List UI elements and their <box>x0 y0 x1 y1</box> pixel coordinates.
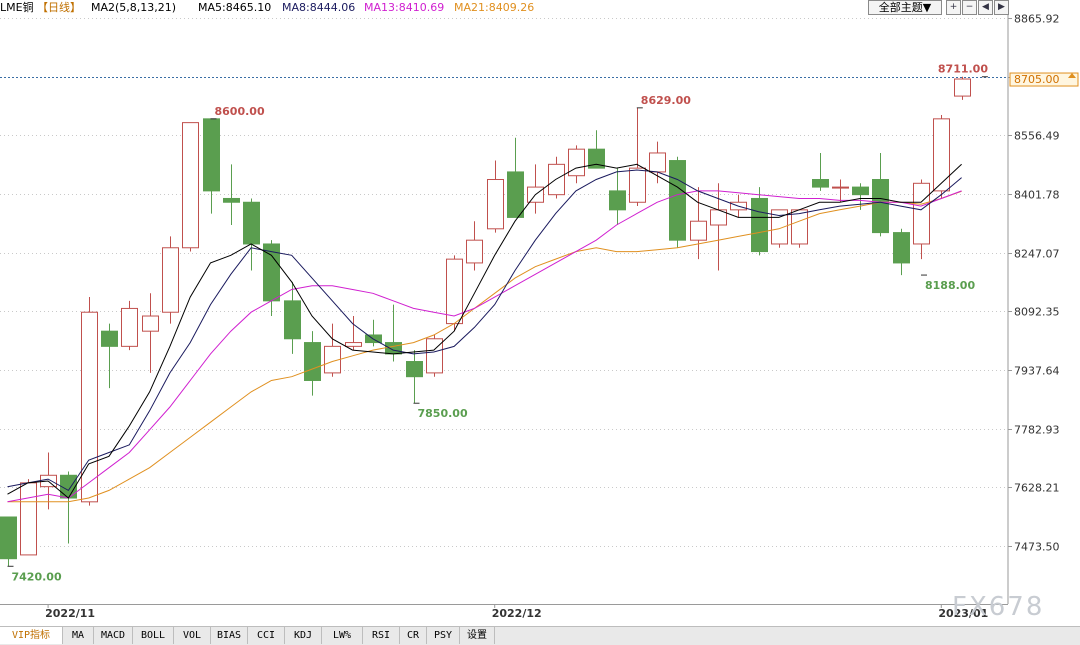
candle-body <box>203 118 220 192</box>
candle-body <box>832 186 849 189</box>
tab-2[interactable]: MACD <box>94 627 133 644</box>
ma-params-label: MA2(5,8,13,21) <box>91 1 177 14</box>
candle-body <box>629 167 646 203</box>
candle-body <box>588 148 605 169</box>
y-tick-label: 7628.21 <box>1014 482 1060 495</box>
candle-body <box>791 209 808 245</box>
candle-body <box>609 190 626 211</box>
period-label: 【日线】 <box>37 1 81 14</box>
candle-body <box>385 342 402 355</box>
indicator-header: LME铜 【日线】 MA2(5,8,13,21) MA5:8465.10 MA8… <box>0 0 1008 16</box>
candle-body <box>0 516 17 560</box>
tab-1[interactable]: MA <box>63 627 94 644</box>
candle-body <box>913 182 930 245</box>
zoom-out-icon[interactable]: − <box>962 0 977 15</box>
y-tick-label: 8247.07 <box>1014 248 1060 261</box>
tab-12[interactable]: 设置 <box>460 627 495 644</box>
indicator-tab-bar: VIP指标 MA MACD BOLL VOL BIAS CCI KDJ LW% RSI CR PSY 设… <box>0 626 1080 645</box>
price-annotation: 7420.00 <box>12 570 62 583</box>
candle-body <box>182 122 199 249</box>
last-price-tag <box>1009 72 1079 87</box>
candle-body <box>933 118 950 192</box>
candle-body <box>852 186 869 196</box>
ma13-line <box>7 190 962 503</box>
price-annotation: 8600.00 <box>215 105 265 118</box>
candle-body <box>20 482 37 556</box>
ma8-line <box>7 169 962 492</box>
y-tick-label: 7937.64 <box>1014 365 1060 378</box>
candle-body <box>507 171 524 218</box>
candle-body <box>812 179 829 188</box>
candle-body <box>162 247 179 313</box>
ma13-readout: MA13:8410.69 <box>364 1 445 14</box>
zoom-in-icon[interactable]: + <box>946 0 961 15</box>
candle-body <box>872 179 889 234</box>
ma5-readout: MA5:8465.10 <box>198 1 272 14</box>
candle-body <box>121 307 138 347</box>
candle-body <box>345 342 362 347</box>
x-tick-label: 2022/12 <box>492 607 542 620</box>
candle-body <box>243 201 260 245</box>
candle-body <box>690 220 707 241</box>
tab-0[interactable]: VIP指标 <box>0 627 63 644</box>
price-annotation: 8711.00 <box>938 63 988 76</box>
candle-body <box>142 315 159 332</box>
tab-6[interactable]: CCI <box>248 627 285 644</box>
candle-body <box>893 232 910 264</box>
candle-body <box>406 361 423 378</box>
last-price-label: 8705.00 <box>1014 73 1060 86</box>
up-arrow-icon <box>1068 73 1076 78</box>
tab-5[interactable]: BIAS <box>211 627 248 644</box>
candle-body <box>487 179 504 230</box>
candle-body <box>60 474 77 499</box>
candle-body <box>954 78 971 97</box>
ma21-readout: MA21:8409.26 <box>454 1 535 14</box>
symbol-name: LME铜 <box>0 1 34 14</box>
y-tick-label: 7473.50 <box>1014 541 1060 554</box>
y-tick-label: 8865.92 <box>1014 13 1060 26</box>
ma8-readout: MA8:8444.06 <box>282 1 356 14</box>
price-annotation: 7850.00 <box>418 407 468 420</box>
candlestick-chart[interactable]: 8865.928711.218556.498401.788247.078092.… <box>0 0 1080 626</box>
y-tick-label: 7782.93 <box>1014 424 1060 437</box>
x-tick-label: 2022/11 <box>45 607 95 620</box>
fast-forward-icon[interactable]: ▶ <box>994 0 1009 15</box>
rewind-icon[interactable]: ◀ <box>978 0 993 15</box>
price-annotation: 8188.00 <box>925 279 975 292</box>
y-tick-label: 8092.35 <box>1014 306 1060 319</box>
candle-body <box>669 160 686 241</box>
candle-body <box>568 148 585 177</box>
tab-7[interactable]: KDJ <box>285 627 322 644</box>
candle-body <box>81 311 98 503</box>
tab-8[interactable]: LW% <box>322 627 363 644</box>
tab-3[interactable]: BOLL <box>133 627 174 644</box>
candle-body <box>223 197 240 203</box>
candle-body <box>771 209 788 245</box>
candle-body <box>101 330 118 347</box>
price-annotation: 8629.00 <box>641 94 691 107</box>
y-tick-label: 8556.49 <box>1014 130 1060 143</box>
ma21-line <box>7 190 962 503</box>
tab-10[interactable]: CR <box>400 627 427 644</box>
x-tick-label: 2023/01 <box>938 607 988 620</box>
candle-body <box>751 197 768 253</box>
candle-body <box>466 239 483 264</box>
tab-11[interactable]: PSY <box>427 627 460 644</box>
candle-body <box>304 342 321 381</box>
candle-body <box>649 152 666 173</box>
theme-dropdown-button[interactable]: 全部主题▼ <box>868 0 942 15</box>
tab-4[interactable]: VOL <box>174 627 211 644</box>
tab-9[interactable]: RSI <box>363 627 400 644</box>
candle-body <box>426 338 443 374</box>
candle-body <box>284 300 301 340</box>
ma5-line <box>7 163 962 499</box>
watermark-logo: FX678 <box>952 592 1045 622</box>
y-tick-label: 8401.78 <box>1014 189 1060 202</box>
